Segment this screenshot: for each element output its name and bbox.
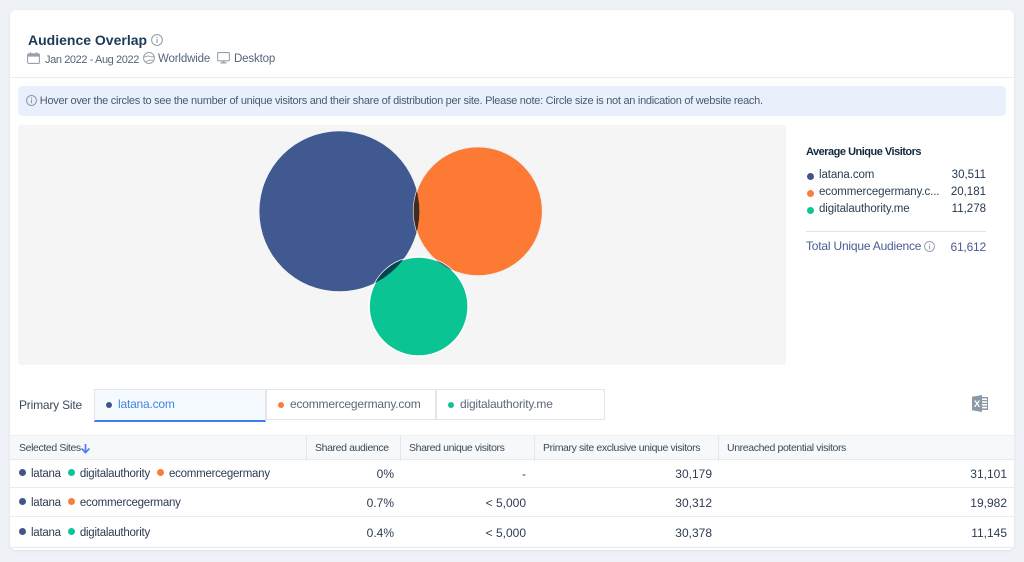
- svg-text:X: X: [974, 399, 981, 410]
